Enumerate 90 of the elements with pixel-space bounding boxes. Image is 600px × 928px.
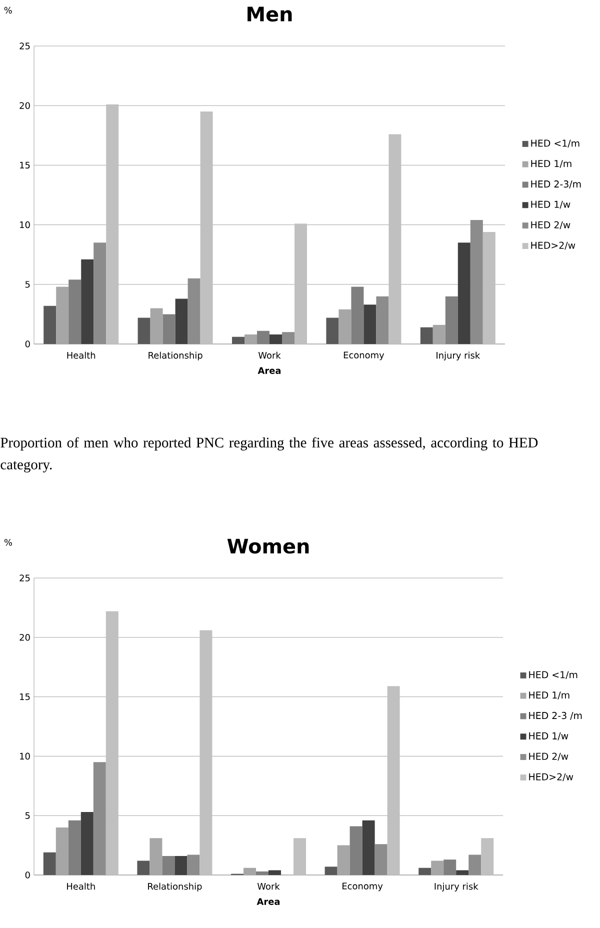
bar	[150, 308, 163, 344]
bar	[257, 330, 270, 344]
y-tick-label: 5	[25, 281, 30, 288]
bar	[294, 838, 306, 875]
bar	[431, 860, 444, 875]
x-tick-label: Relationship	[148, 352, 202, 360]
bar	[200, 112, 213, 344]
bar	[364, 304, 376, 344]
legend-label: HED <1/m	[529, 671, 578, 680]
y-tick-label: 25	[20, 574, 30, 582]
y-tick-label: 10	[20, 752, 30, 760]
bar	[174, 856, 188, 875]
bar	[150, 838, 162, 875]
x-tick-label: Work	[257, 882, 280, 890]
y-tick-label: 15	[20, 162, 30, 169]
x-tick-label: Health	[67, 352, 96, 359]
legend-label: HED 1/w	[531, 200, 570, 209]
bar	[294, 224, 307, 344]
bar	[268, 870, 282, 875]
bar	[68, 280, 82, 344]
bar	[418, 868, 432, 875]
y-tick-label: 5	[25, 812, 30, 819]
chart-title: Men	[248, 6, 292, 22]
x-tick-label: Injury risk	[434, 882, 478, 892]
bar	[44, 306, 56, 344]
bar	[420, 327, 433, 344]
y-tick-label: 20	[20, 102, 30, 109]
bar	[256, 871, 268, 875]
bar	[387, 686, 400, 875]
legend-label: HED 1/m	[529, 692, 570, 700]
bar	[106, 104, 119, 344]
legend-label: HED 1/m	[531, 160, 572, 168]
bar	[244, 334, 257, 344]
bar	[232, 336, 244, 344]
legend-label: HED 2-3/m	[531, 180, 581, 188]
bar	[137, 860, 150, 875]
bar	[68, 820, 81, 875]
bar	[388, 134, 402, 344]
y-tick-label: 10	[20, 221, 30, 228]
legend-label: HED 2/w	[529, 752, 568, 761]
bar	[175, 298, 188, 344]
bar	[56, 286, 69, 344]
bar	[270, 334, 282, 344]
bar	[324, 866, 338, 875]
y-tick-label: 0	[25, 872, 30, 878]
x-tick-label: Relationship	[148, 882, 202, 892]
bar	[362, 820, 375, 875]
chart-title: Women	[227, 538, 309, 554]
bar	[338, 309, 352, 344]
bar	[351, 286, 364, 344]
x-tick-label: Health	[67, 882, 95, 890]
x-axis-title: Area	[258, 367, 281, 374]
bar	[445, 296, 458, 344]
y-tick-label: 20	[20, 634, 30, 641]
y-axis-title: %	[4, 6, 12, 14]
bar	[138, 318, 150, 344]
bar	[350, 826, 362, 875]
y-tick-label: 25	[20, 42, 30, 50]
bar	[244, 868, 256, 875]
legend-label: HED 2-3 /m	[529, 712, 582, 720]
bar	[481, 838, 494, 875]
bar	[482, 232, 496, 344]
bar	[162, 856, 175, 875]
bar	[432, 324, 446, 344]
legend-label: HED <1/m	[531, 140, 580, 148]
legend-label: HED 1/w	[529, 732, 568, 740]
bar	[326, 318, 339, 344]
legend-label: HED>2/w	[529, 773, 574, 782]
bar	[162, 314, 176, 344]
y-tick-label: 15	[20, 693, 30, 700]
bar	[106, 611, 118, 875]
legend-label: HED>2/w	[531, 242, 576, 250]
x-tick-label: Work	[258, 352, 281, 359]
x-tick-label: Economy	[344, 352, 384, 360]
bar	[80, 812, 94, 875]
y-tick-label: 0	[25, 340, 30, 348]
bar	[81, 259, 94, 344]
x-tick-label: Injury risk	[436, 352, 480, 360]
bar	[456, 870, 469, 875]
bar	[43, 852, 56, 875]
bar	[458, 242, 470, 344]
bar	[337, 845, 350, 875]
text: Proportion of men who reported PNC regarding the five areas assessed, according to HED category.	[0, 437, 538, 472]
bar	[200, 630, 212, 875]
bar	[56, 827, 68, 875]
bar	[444, 860, 456, 875]
legend-label: HED 2/w	[531, 221, 570, 230]
x-axis-title: Area	[256, 898, 280, 905]
x-tick-label: Economy	[342, 882, 383, 892]
y-axis-title: %	[4, 538, 12, 546]
